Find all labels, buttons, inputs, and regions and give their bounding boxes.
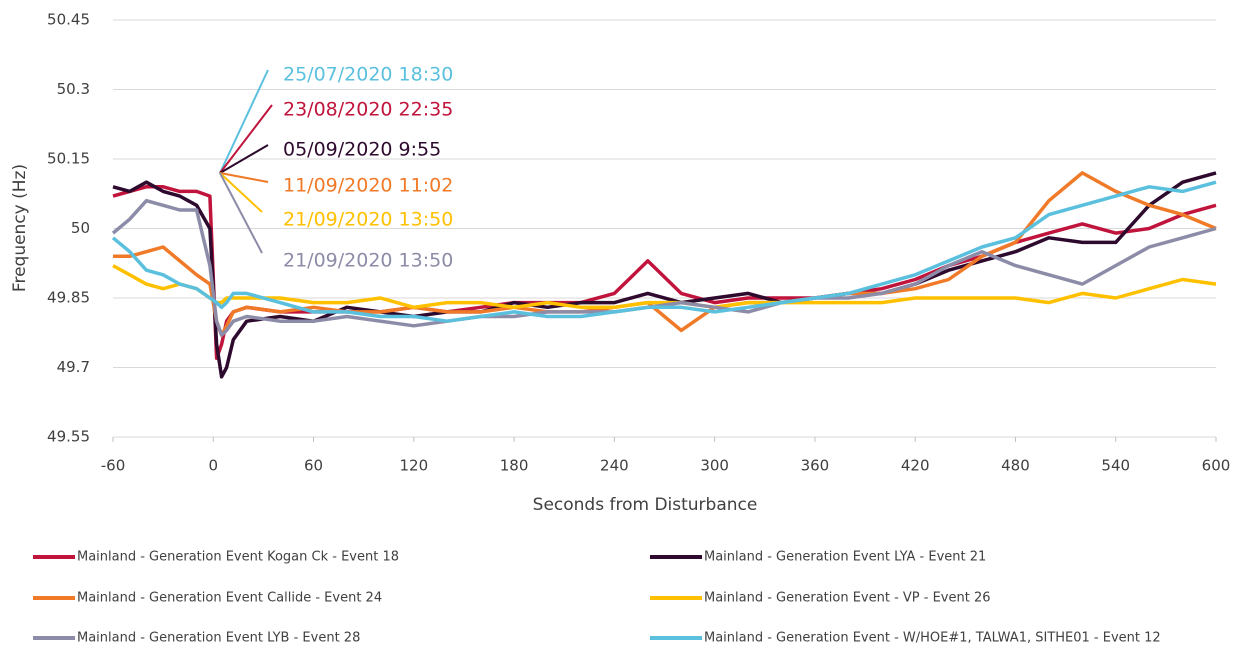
legend-label: Mainland - Generation Event LYA - Event … [704,550,986,565]
x-tick-label: 360 [801,457,830,475]
x-tick-label: 240 [600,457,629,475]
annotation: 23/08/2020 22:35 [283,99,453,121]
x-tick-label: 480 [1001,457,1030,475]
y-tick-label: 50 [71,219,90,237]
y-tick-label: 50.45 [47,11,90,29]
legend-label: Mainland - Generation Event Callide - Ev… [77,591,382,606]
legend-label: Mainland - Generation Event - W/HOE#1, T… [704,631,1161,646]
annotation: 05/09/2020 9:55 [283,139,441,161]
x-tick-label: 300 [700,457,729,475]
y-tick-label: 49.85 [47,289,90,307]
x-tick-label: 180 [500,457,529,475]
series-line [111,180,1217,323]
y-tick-label: 50.3 [57,80,90,98]
y-tick-label: 49.55 [47,428,90,446]
y-tick-label: 50.15 [47,150,90,168]
x-tick-label: -60 [101,457,126,475]
x-axis-title: Seconds from Disturbance [533,495,758,515]
annotation: 21/09/2020 13:50 [283,250,453,272]
annotation: 21/09/2020 13:50 [283,209,453,231]
x-tick-label: 600 [1202,457,1231,475]
annotation: 11/09/2020 11:02 [283,175,453,197]
legend-label: Mainland - Generation Event LYB - Event … [77,631,360,646]
annotation-leader [219,172,263,254]
annotation: 25/07/2020 18:30 [283,64,453,86]
x-tick-label: 0 [208,457,218,475]
legend-label: Mainland - Generation Event - VP - Event… [704,591,991,606]
x-tick-label: 420 [901,457,930,475]
annotation-leader [219,144,269,174]
series-line [113,171,1217,337]
annotation-leader [219,69,269,174]
y-axis-title: Frequency (Hz) [10,164,30,292]
x-tick-label: 120 [399,457,428,475]
x-tick-label: 540 [1101,457,1130,475]
annotation-leader [219,104,273,174]
legend-label: Mainland - Generation Event Kogan Ck - E… [77,550,399,565]
annotation-leader [219,172,269,183]
annotation-leader [219,172,263,213]
y-tick-label: 49.7 [57,358,90,376]
x-tick-label: 60 [304,457,323,475]
